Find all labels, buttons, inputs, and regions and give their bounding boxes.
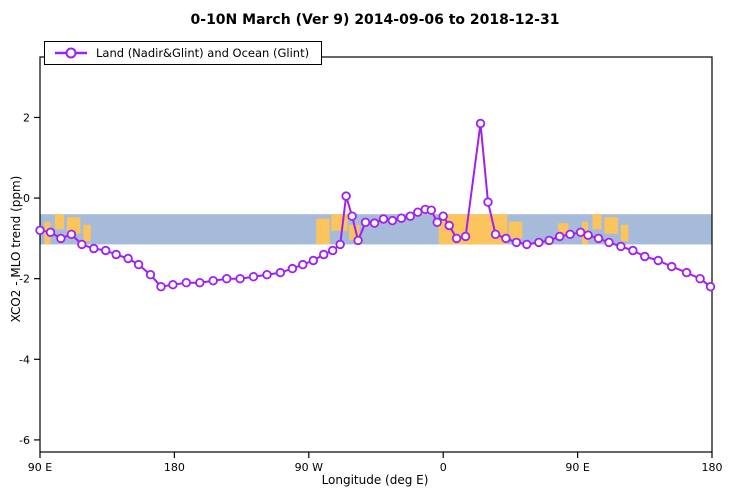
data-point-marker (413, 207, 423, 217)
data-point-marker (145, 270, 156, 280)
plot-frame (39, 56, 713, 453)
data-point-marker (475, 118, 486, 129)
data-point-marker (460, 231, 471, 242)
chart-title: 0-10N March (Ver 9) 2014-09-06 to 2018-1… (190, 12, 560, 28)
data-point-marker (35, 225, 45, 235)
data-point-marker (369, 218, 380, 228)
data-point-marker (275, 267, 286, 278)
data-point-marker (328, 245, 338, 256)
land-patch (316, 218, 330, 245)
data-point-marker (438, 211, 448, 221)
data-point-marker (341, 191, 351, 201)
land-patch (620, 224, 629, 242)
data-point-marker (360, 217, 371, 227)
data-point-marker (168, 280, 178, 290)
data-point-marker (111, 249, 121, 260)
y-tick-label: -2 (19, 273, 30, 286)
data-point-marker (195, 278, 205, 288)
data-point-marker (387, 215, 398, 226)
data-point-marker (583, 230, 593, 240)
data-point-marker (208, 276, 218, 286)
legend: Land (Nadir&Glint) and Ocean (Glint) (44, 41, 323, 65)
land-patch (331, 214, 348, 231)
data-point-marker (522, 239, 532, 250)
x-axis-label: Longitude (deg E) (321, 473, 429, 487)
data-point-marker (77, 239, 87, 250)
data-point-marker (534, 237, 544, 248)
data-point-marker (575, 227, 586, 237)
data-point-marker (133, 259, 144, 270)
data-point-marker (181, 278, 191, 288)
x-tick-label: 180 (164, 461, 185, 474)
y-tick-label: -4 (19, 353, 30, 366)
data-point-marker (248, 272, 259, 282)
data-point-marker (653, 255, 663, 266)
x-tick-label: 90 E (28, 461, 52, 474)
data-point-marker (45, 227, 56, 237)
data-point-marker (511, 237, 522, 248)
land-patch (592, 214, 602, 230)
data-point-marker (235, 274, 245, 284)
data-point-marker (640, 251, 650, 262)
land-patch (558, 223, 569, 237)
data-point-marker (89, 243, 99, 254)
data-point-marker (298, 259, 308, 270)
x-tick-label: 180 (702, 461, 723, 474)
data-point-marker (221, 274, 232, 284)
data-point-marker (335, 239, 345, 250)
y-tick-label: 0 (23, 192, 30, 205)
x-tick-label: 90 W (295, 461, 323, 474)
data-point-marker (432, 217, 442, 227)
data-point-marker (319, 249, 329, 260)
land-patch (66, 217, 81, 234)
data-point-marker (426, 205, 436, 215)
data-point-marker (593, 233, 604, 244)
land-patch (83, 224, 91, 242)
data-point-marker (616, 241, 626, 252)
data-point-marker (604, 237, 614, 248)
y-tick-label: -6 (19, 434, 30, 447)
data-point-marker (378, 214, 389, 224)
x-tick-label: 90 E (565, 461, 589, 474)
data-point-marker (565, 229, 575, 239)
data-point-marker (501, 233, 511, 244)
data-point-marker (396, 213, 407, 223)
y-tick-label: 2 (23, 111, 30, 124)
land-patch (604, 217, 618, 234)
land-patch (349, 224, 360, 240)
data-point-marker (308, 255, 318, 266)
data-point-marker (405, 211, 415, 221)
data-point-marker (483, 197, 493, 207)
data-point-marker (695, 274, 705, 284)
data-point-marker (451, 233, 462, 244)
data-point-marker (444, 220, 454, 231)
data-point-marker (681, 267, 692, 278)
y-axis-label: XCO2 - MLO trend (ppm) (9, 175, 23, 323)
data-point-marker (667, 261, 677, 272)
x-tick-label: 0 (440, 461, 447, 474)
data-point-marker (100, 245, 111, 256)
land-patch (508, 221, 523, 239)
data-point-marker (544, 235, 554, 246)
data-point-marker (555, 231, 565, 242)
legend-label: Land (Nadir&Glint) and Ocean (Glint) (96, 46, 310, 60)
data-point-marker (156, 282, 166, 292)
legend-line-marker-icon (55, 47, 87, 59)
data-point-marker (66, 229, 77, 239)
land-patch (54, 214, 64, 230)
data-point-marker (347, 211, 357, 221)
data-point-marker (353, 235, 363, 246)
data-point-marker (490, 229, 501, 239)
data-point-marker (287, 263, 298, 274)
data-point-marker (705, 282, 716, 292)
data-point-marker (56, 233, 66, 244)
data-point-marker (262, 270, 272, 280)
data-point-marker (628, 245, 638, 256)
data-point-marker (123, 253, 133, 264)
